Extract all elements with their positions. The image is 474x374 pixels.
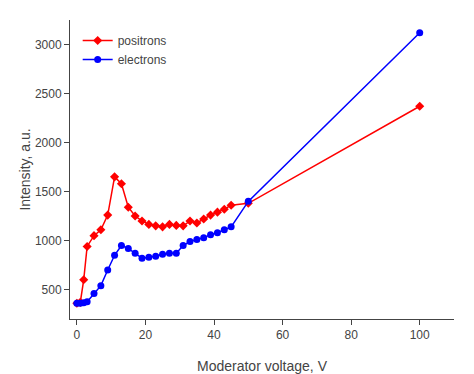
svg-text:positrons: positrons	[118, 34, 167, 48]
svg-text:60: 60	[276, 328, 290, 342]
svg-text:0: 0	[74, 328, 81, 342]
svg-text:2000: 2000	[35, 136, 62, 150]
svg-text:2500: 2500	[35, 87, 62, 101]
svg-text:1500: 1500	[35, 185, 62, 199]
svg-text:80: 80	[344, 328, 358, 342]
svg-text:100: 100	[410, 328, 430, 342]
svg-text:electrons: electrons	[118, 53, 167, 67]
svg-text:500: 500	[42, 283, 62, 297]
svg-text:1000: 1000	[35, 234, 62, 248]
svg-text:3000: 3000	[35, 38, 62, 52]
svg-text:40: 40	[207, 328, 221, 342]
svg-text:20: 20	[139, 328, 153, 342]
svg-text:Intensity, a.u.: Intensity, a.u.	[17, 128, 33, 210]
svg-text:Moderator voltage, V: Moderator voltage, V	[197, 358, 328, 374]
